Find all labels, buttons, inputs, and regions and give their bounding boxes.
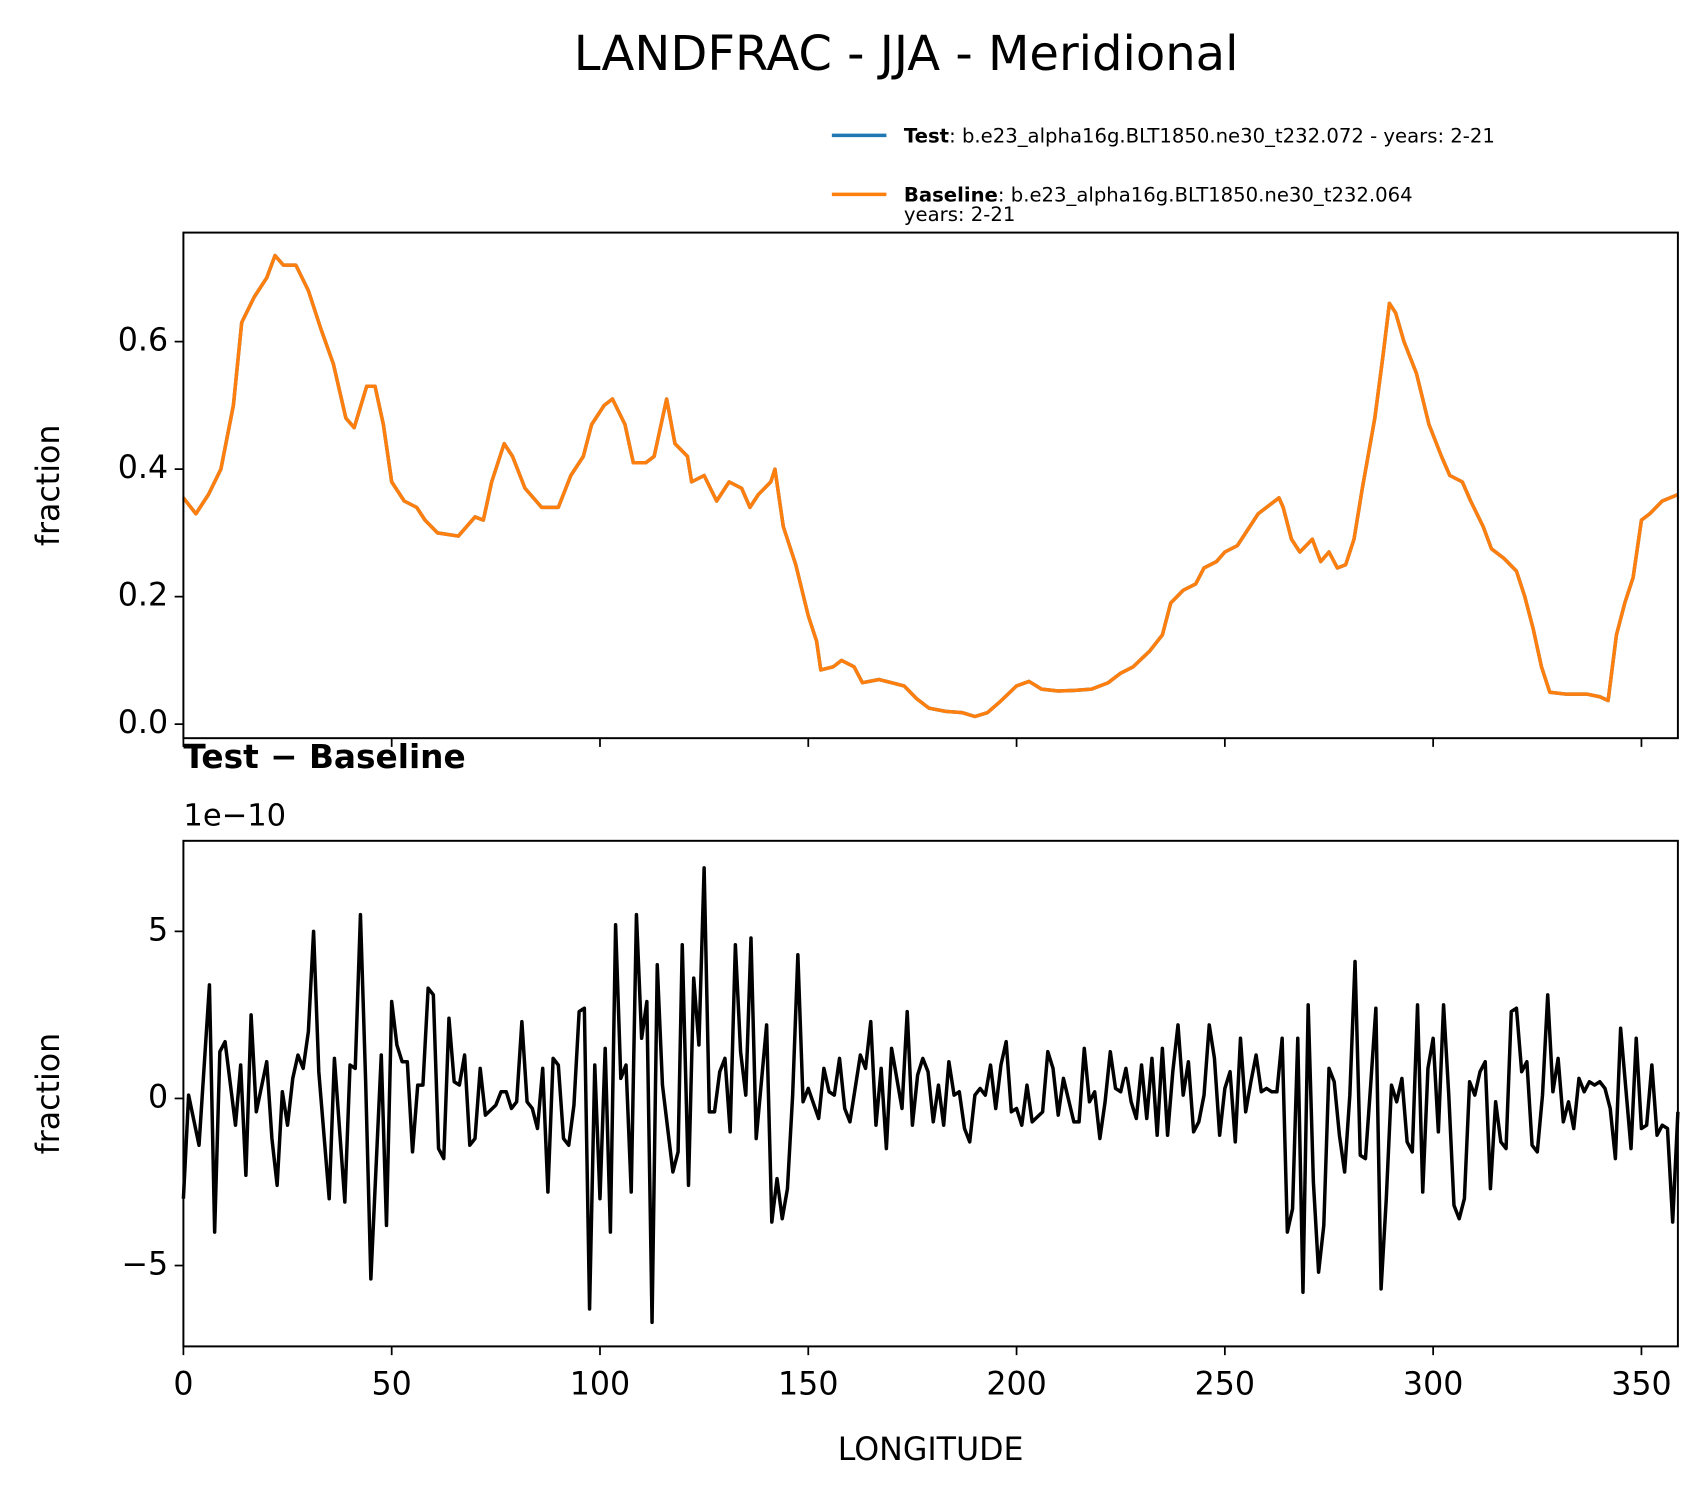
x-tick-label: 250 <box>1195 1367 1255 1403</box>
axes-frame <box>182 231 1679 740</box>
legend-label: years: 2-21 <box>904 203 1015 226</box>
legend-detail: : b.e23_alpha16g.BLT1850.ne30_t232.064 <box>998 183 1413 206</box>
x-tick-label: 100 <box>570 1367 630 1403</box>
y-tick-label: 0.4 <box>118 450 168 486</box>
x-axis-label: LONGITUDE <box>838 1432 1024 1468</box>
figure-title: LANDFRAC - JJA - Meridional <box>574 26 1239 82</box>
data-line <box>182 253 1679 719</box>
legend-label: Test: b.e23_alpha16g.BLT1850.ne30_t232.0… <box>904 124 1495 147</box>
y-tick-label: −5 <box>121 1247 168 1283</box>
x-tick-label: 50 <box>372 1367 412 1403</box>
x-tick-label: 0 <box>173 1367 193 1403</box>
legend-detail: : b.e23_alpha16g.BLT1850.ne30_t232.072 -… <box>949 124 1495 147</box>
legend-detail: years: 2-21 <box>904 203 1015 226</box>
y-axis-label: fraction <box>31 1033 67 1155</box>
data-line <box>181 866 1680 1325</box>
axes-title: Test − Baseline <box>183 738 465 776</box>
y-tick-label: 5 <box>148 912 168 948</box>
offset-label: 1e−10 <box>183 798 286 833</box>
y-tick-label: 0.6 <box>118 323 168 359</box>
legend-name: Baseline <box>904 183 998 206</box>
y-axis-label: fraction <box>31 425 67 547</box>
y-tick-label: 0 <box>148 1079 168 1115</box>
x-tick-label: 150 <box>778 1367 838 1403</box>
x-tick-label: 200 <box>986 1367 1046 1403</box>
x-tick-label: 300 <box>1403 1367 1463 1403</box>
y-tick-label: 0.2 <box>118 578 168 614</box>
x-tick-label: 350 <box>1611 1367 1671 1403</box>
y-tick-label: 0.0 <box>118 705 168 741</box>
legend-label: Baseline: b.e23_alpha16g.BLT1850.ne30_t2… <box>904 183 1413 206</box>
axes-frame <box>182 839 1679 1348</box>
legend-name: Test <box>904 124 949 147</box>
